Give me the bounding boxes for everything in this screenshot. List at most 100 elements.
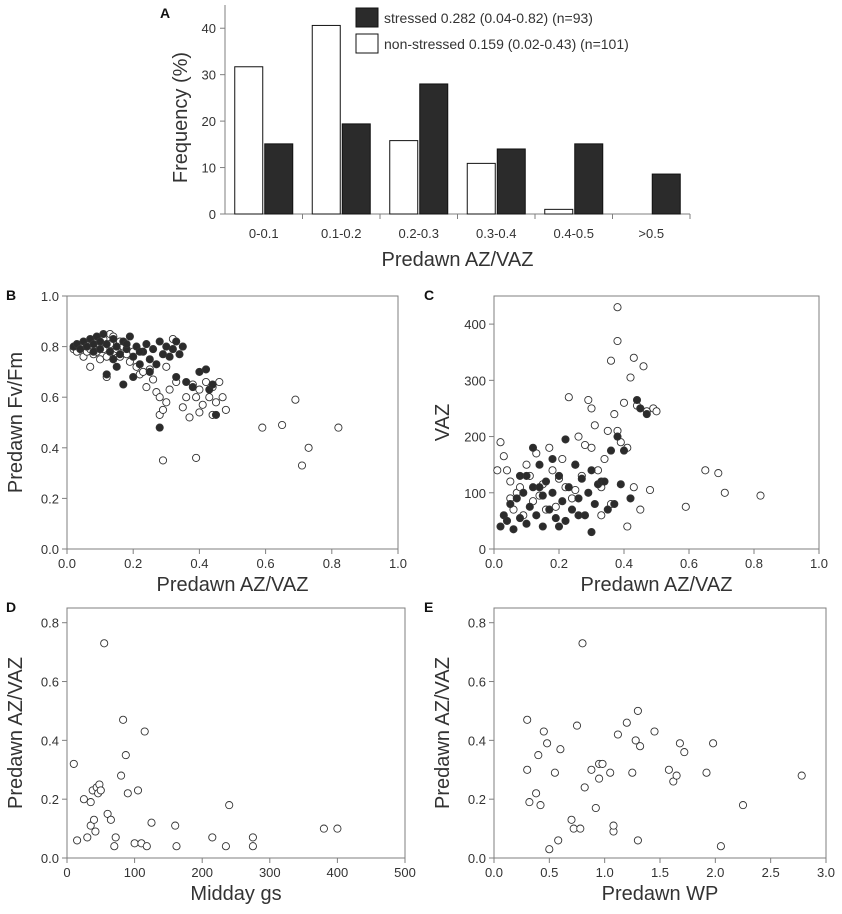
legend: stressed 0.282 (0.04-0.82) (n=93) non-str… [355,7,629,54]
point-non-stressed-33 [248,842,257,851]
y-tick-label: 0.2 [41,491,59,506]
point-non-stressed-2 [79,795,88,804]
point-stressed-19 [548,454,557,464]
x-tick-label: 0.6 [257,556,275,571]
x-tick-label: 3.0 [817,865,835,880]
y-tick-label: 400 [464,317,486,332]
y-axis-label: Predawn AZ/VAZ [5,657,27,809]
point-stressed-31 [165,352,174,361]
point-non-stressed-48 [636,505,645,514]
point-non-stressed-33 [650,727,659,736]
x-tick-label: 2.5 [762,865,780,880]
point-non-stressed-6 [539,727,548,736]
point-stressed-24 [142,340,151,349]
point-non-stressed-1 [496,438,505,447]
point-stressed-15 [538,491,547,500]
point-non-stressed-37 [606,356,616,365]
point-non-stressed-34 [664,765,673,774]
point-stressed-43 [155,423,164,432]
panel-letter: B [6,287,16,303]
point-stressed-14 [535,460,544,469]
y-tick-label: 0.4 [41,733,59,748]
point-non-stressed-12 [567,815,576,824]
point-non-stressed-44 [178,403,187,412]
bar-stressed-0 [264,143,294,215]
point-stressed-32 [584,488,593,497]
plot-frame [66,295,399,550]
point-non-stressed-32 [225,801,234,810]
y-tick-label: 0.2 [468,792,486,807]
bar-stressed-5 [651,173,681,215]
point-stressed-32 [168,345,177,354]
y-tick-label: 300 [464,373,486,388]
y-tick-label: 0.6 [41,675,59,690]
point-non-stressed-60 [756,491,765,500]
point-stressed-47 [642,410,651,419]
point-stressed-48 [587,528,596,537]
y-tick-label: 0.0 [468,851,486,866]
point-non-stressed-53 [205,393,214,402]
x-tick-label: >0.5 [638,226,664,241]
point-stressed-11 [99,329,108,339]
y-tick-label: 0 [479,542,486,557]
point-non-stressed-43 [797,771,806,780]
point-non-stressed-16 [578,639,587,648]
point-stressed-30 [577,474,586,483]
point-non-stressed-21 [595,774,604,783]
point-non-stressed-45 [629,353,638,362]
y-tick-label: 0.8 [41,340,59,355]
point-non-stressed-45 [182,393,191,402]
point-stressed-0 [496,522,505,531]
point-non-stressed-39 [613,336,622,346]
point-stressed-21 [551,514,560,523]
point-stressed-13 [532,511,541,520]
point-non-stressed-10 [554,836,563,845]
y-tick-label: 1.0 [41,289,59,304]
point-non-stressed-51 [198,400,207,409]
plot-frame [493,295,820,550]
legend-label-stressed: stressed 0.282 (0.04-0.82) (n=93) [384,10,593,26]
point-stressed-41 [208,380,217,389]
plot-frame [66,607,406,859]
y-tick-label: 30 [202,68,216,83]
point-stressed-42 [211,410,221,419]
x-tick-label: 300 [259,865,281,880]
point-non-stressed-41 [716,842,725,851]
point-non-stressed-40 [709,739,718,748]
point-non-stressed-32 [633,836,642,845]
bar-non-stressed-3 [466,162,496,215]
point-non-stressed-13 [100,639,109,648]
point-non-stressed-26 [142,842,151,851]
point-non-stressed-18 [548,466,557,475]
point-non-stressed-32 [590,421,599,430]
point-stressed-33 [587,466,596,475]
point-stressed-6 [89,340,98,349]
point-stressed-34 [590,499,599,509]
y-tick-label: 0.2 [41,792,59,807]
point-non-stressed-23 [606,768,615,777]
point-non-stressed-55 [211,398,221,407]
point-non-stressed-42 [619,398,629,407]
point-stressed-52 [109,355,118,364]
point-non-stressed-48 [192,393,201,402]
point-non-stressed-17 [545,443,554,452]
point-stressed-44 [626,494,635,503]
point-non-stressed-31 [221,842,230,851]
x-tick-label: 0.8 [323,556,341,571]
point-stressed-45 [632,395,642,405]
x-axis-label: Predawn WP [602,883,719,905]
point-stressed-7 [519,488,528,497]
point-non-stressed-30 [633,706,642,715]
y-tick-label: 0.0 [41,542,59,557]
point-stressed-37 [188,383,197,392]
point-non-stressed-2 [499,452,508,461]
point-non-stressed-36 [603,426,612,435]
y-tick-label: 100 [464,486,486,501]
point-non-stressed-14 [572,721,582,730]
point-non-stressed-31 [587,443,596,452]
y-tick-label: 0.4 [468,733,486,748]
point-non-stressed-27 [147,818,156,827]
point-non-stressed-31 [636,742,645,751]
x-tick-label: 0.4 [190,556,208,571]
point-stressed-22 [554,471,564,480]
